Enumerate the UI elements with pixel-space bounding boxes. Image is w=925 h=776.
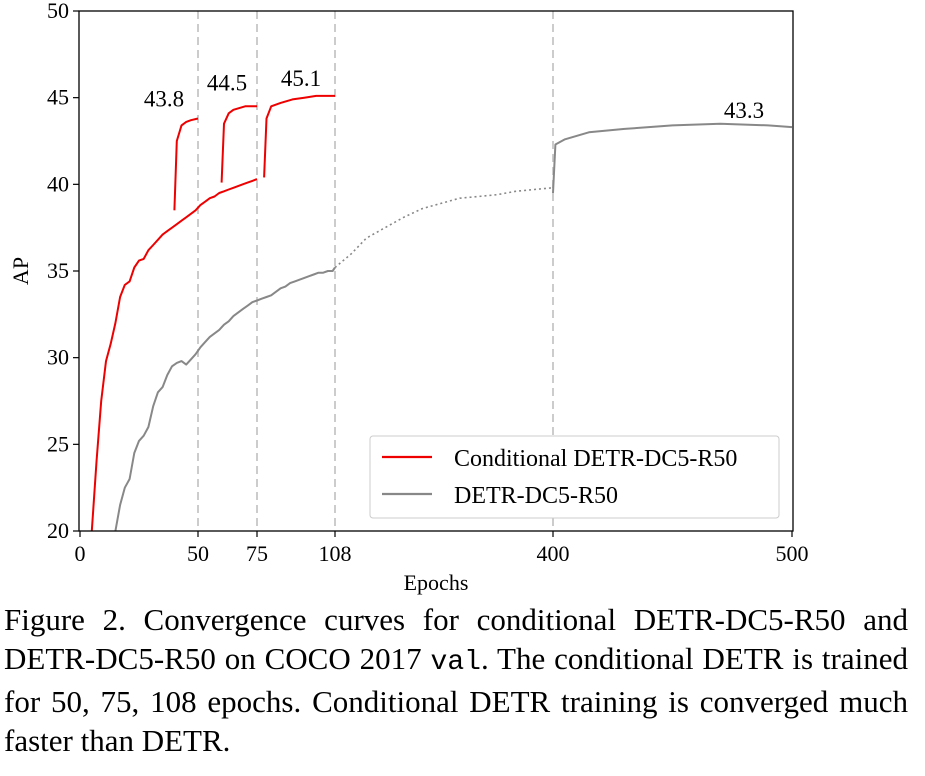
y-axis-label: AP (8, 257, 33, 285)
legend: Conditional DETR-DC5-R50 DETR-DC5-R50 (369, 435, 780, 519)
x-tick-label-500: 500 (776, 541, 809, 566)
x-tick-label-108: 108 (319, 541, 352, 566)
convergence-chart: 0 50 75 108 400 500 20 25 30 35 40 45 50 43.8 44.5 45.… (8, 0, 809, 595)
annotation-45.1: 45.1 (281, 66, 321, 91)
figure-caption: Figure 2. Convergence curves for conditi… (4, 600, 908, 760)
y-tick-label-40: 40 (47, 171, 69, 196)
x-tick-label-75: 75 (246, 541, 268, 566)
legend-label-conditional: Conditional DETR-DC5-R50 (454, 446, 737, 472)
series-lines (90, 94, 793, 532)
legend-label-detr: DETR-DC5-R50 (454, 483, 618, 509)
y-tick-label-30: 30 (47, 345, 69, 370)
caption-text-part1: Figure 2. Convergence curves for conditi… (4, 602, 908, 676)
series-1-segment-0 (114, 266, 336, 532)
y-tick-label-25: 25 (47, 431, 69, 456)
axis-ticks: 0 50 75 108 400 500 20 25 30 35 40 45 50 (47, 0, 809, 566)
y-tick-label-35: 35 (47, 258, 69, 283)
series-0-segment-0 (90, 178, 258, 532)
x-tick-label-0: 0 (75, 541, 86, 566)
series-0-segment-1 (173, 117, 199, 211)
x-tick-label-50: 50 (187, 541, 209, 566)
value-annotations: 43.8 44.5 45.1 43.3 (144, 66, 764, 123)
annotation-44.5: 44.5 (207, 70, 247, 95)
series-0-segment-2 (220, 105, 257, 183)
y-tick-label-45: 45 (47, 85, 69, 110)
caption-code: val (430, 647, 481, 678)
series-0-segment-3 (263, 94, 335, 178)
y-tick-label-20: 20 (47, 518, 69, 543)
series-1-segment-1 (334, 187, 553, 269)
x-axis-label: Epochs (404, 570, 469, 595)
series-1-segment-2 (552, 122, 793, 194)
caption-text-part2: . The conditional DETR is trained for 50… (4, 641, 908, 758)
legend-box (369, 435, 780, 519)
annotation-43.3: 43.3 (724, 98, 764, 123)
annotation-43.8: 43.8 (144, 86, 184, 111)
x-tick-label-400: 400 (537, 541, 570, 566)
y-tick-label-50: 50 (47, 0, 69, 23)
